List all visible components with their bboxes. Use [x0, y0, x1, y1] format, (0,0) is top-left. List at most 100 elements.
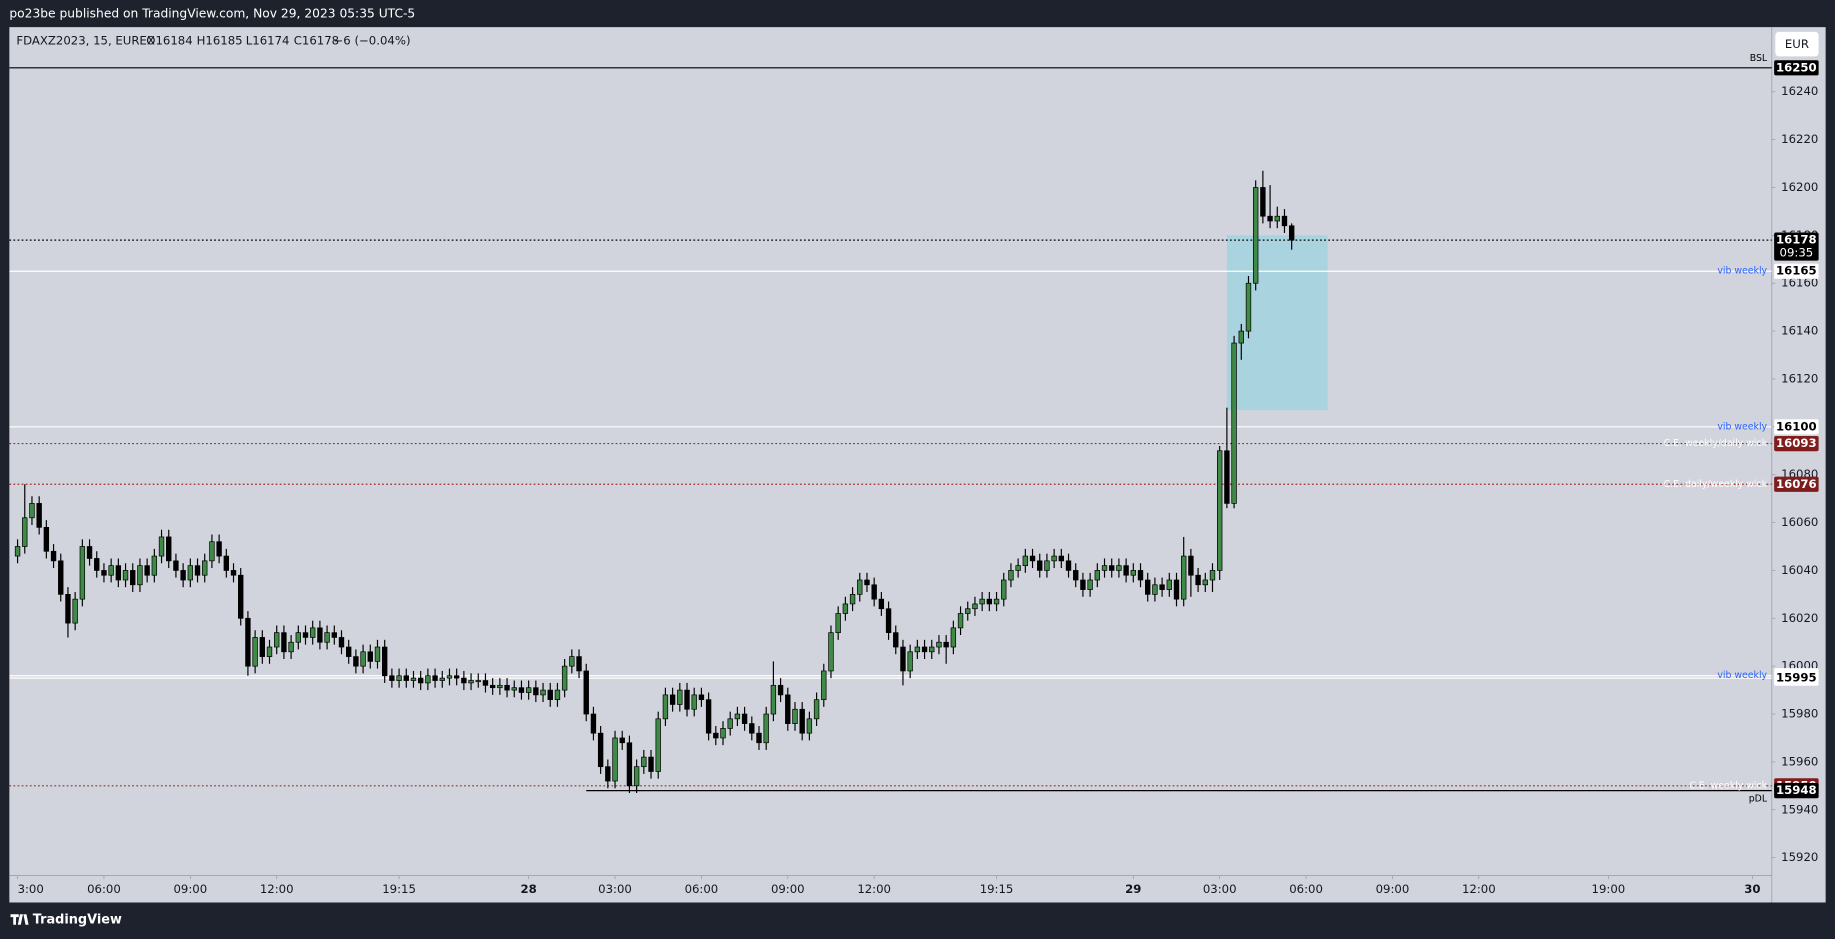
candle-body: [561, 665, 568, 691]
candle-body: [1152, 584, 1158, 595]
candle-body: [849, 594, 856, 605]
y-tick-label: 16040: [1781, 563, 1818, 577]
x-tick-label: 19:15: [980, 882, 1014, 896]
plot-background: [9, 27, 1826, 903]
y-tick-label: 15920: [1781, 850, 1818, 864]
candle-body: [806, 718, 813, 734]
candle-body: [799, 708, 805, 734]
candle-body: [583, 670, 589, 715]
currency-button-bg[interactable]: [1775, 31, 1819, 57]
candle-body: [425, 675, 431, 684]
countdown-label: 09:35: [1780, 246, 1814, 260]
candle-body: [1245, 282, 1252, 332]
price-label: 16250: [1776, 60, 1817, 74]
price-label-box: [1774, 232, 1819, 261]
candle-body: [720, 728, 726, 739]
candle-body: [1130, 570, 1137, 576]
candle-body: [828, 632, 834, 672]
candle-body: [468, 680, 474, 684]
candle-body: [741, 713, 748, 724]
candle-body: [986, 598, 993, 605]
candle-body: [1231, 342, 1237, 504]
candle-body: [633, 766, 640, 787]
candle-body: [979, 598, 985, 605]
candle-body: [684, 689, 690, 710]
price-label-box: [1774, 60, 1819, 76]
candle-body: [691, 694, 697, 710]
candle-body: [590, 713, 597, 734]
candle-body: [58, 560, 64, 595]
candle-body: [785, 694, 791, 724]
candle-body: [1159, 584, 1165, 590]
candle-body: [439, 677, 445, 681]
candle-body: [94, 558, 100, 571]
price-label: 16100: [1776, 419, 1817, 433]
candle-body: [389, 675, 395, 681]
candle-body: [346, 646, 352, 657]
candle-body: [1116, 565, 1122, 571]
price-label: 15995: [1776, 671, 1817, 685]
x-tick-label: 28: [521, 882, 537, 896]
candle-body: [1101, 565, 1108, 571]
candle-body: [403, 675, 409, 681]
candle-body: [417, 677, 424, 684]
candle-body: [461, 677, 467, 684]
candle-body: [29, 503, 35, 519]
candle-body: [180, 570, 186, 581]
candle-body: [1288, 225, 1295, 241]
candle-body: [173, 560, 179, 571]
candle-body: [864, 579, 870, 586]
x-tick-label: 06:00: [87, 882, 121, 896]
y-tick-label: 16220: [1781, 132, 1818, 146]
candle-body: [965, 608, 971, 614]
level-label: C.E. daily/weekly wick: [1664, 479, 1768, 490]
candle-body: [209, 541, 215, 562]
candle-body: [1080, 579, 1086, 590]
candle-body: [1137, 570, 1144, 581]
candle-body: [1267, 215, 1273, 222]
candle-body: [137, 565, 143, 586]
y-tick-label: 16060: [1781, 515, 1818, 529]
candle-body: [381, 646, 388, 677]
candle-body: [907, 651, 913, 672]
candle-body: [972, 603, 978, 610]
legend-low: L16174: [246, 34, 290, 48]
price-label-box: [1774, 435, 1819, 452]
candle-body: [1166, 579, 1172, 590]
currency-button[interactable]: EUR: [1775, 31, 1819, 57]
candle-body: [396, 675, 402, 681]
currency-label[interactable]: EUR: [1785, 37, 1809, 51]
candle-body: [734, 713, 741, 720]
candle-body: [1145, 579, 1151, 595]
x-tick-label: 3:00: [18, 882, 44, 896]
candle-body: [943, 641, 949, 648]
price-label: 16178: [1776, 233, 1817, 247]
candle-body: [727, 718, 733, 729]
x-tick-label: 12:00: [1462, 882, 1496, 896]
y-tick-label: 16160: [1781, 276, 1818, 290]
candle-body: [763, 713, 769, 744]
price-label-box: [1774, 783, 1819, 799]
candle-body: [871, 584, 877, 600]
candle-body: [1123, 565, 1129, 576]
candle-body: [86, 546, 93, 559]
candle-body: [821, 670, 827, 701]
candle-body: [432, 675, 438, 681]
candle-body: [302, 632, 309, 638]
candle-body: [1202, 579, 1208, 586]
legend-close: C16178: [294, 34, 339, 48]
candle-body: [65, 594, 71, 624]
candle-body: [14, 546, 21, 557]
x-tick-label: 12:00: [857, 882, 891, 896]
candle-body: [446, 675, 453, 679]
symbol-legend: FDAXZ2023, 15, EUREX O16184 H16185 L1617…: [16, 34, 410, 48]
candle-body: [1209, 570, 1216, 581]
legend-change: −6 (−0.04%): [334, 34, 411, 48]
zone-box: [1226, 235, 1328, 411]
candle-body: [641, 756, 647, 768]
candle-body: [597, 732, 604, 768]
candle-body: [43, 526, 50, 552]
candle-body: [540, 689, 546, 696]
candle-body: [914, 646, 921, 653]
level-label: pDL: [1749, 793, 1768, 804]
